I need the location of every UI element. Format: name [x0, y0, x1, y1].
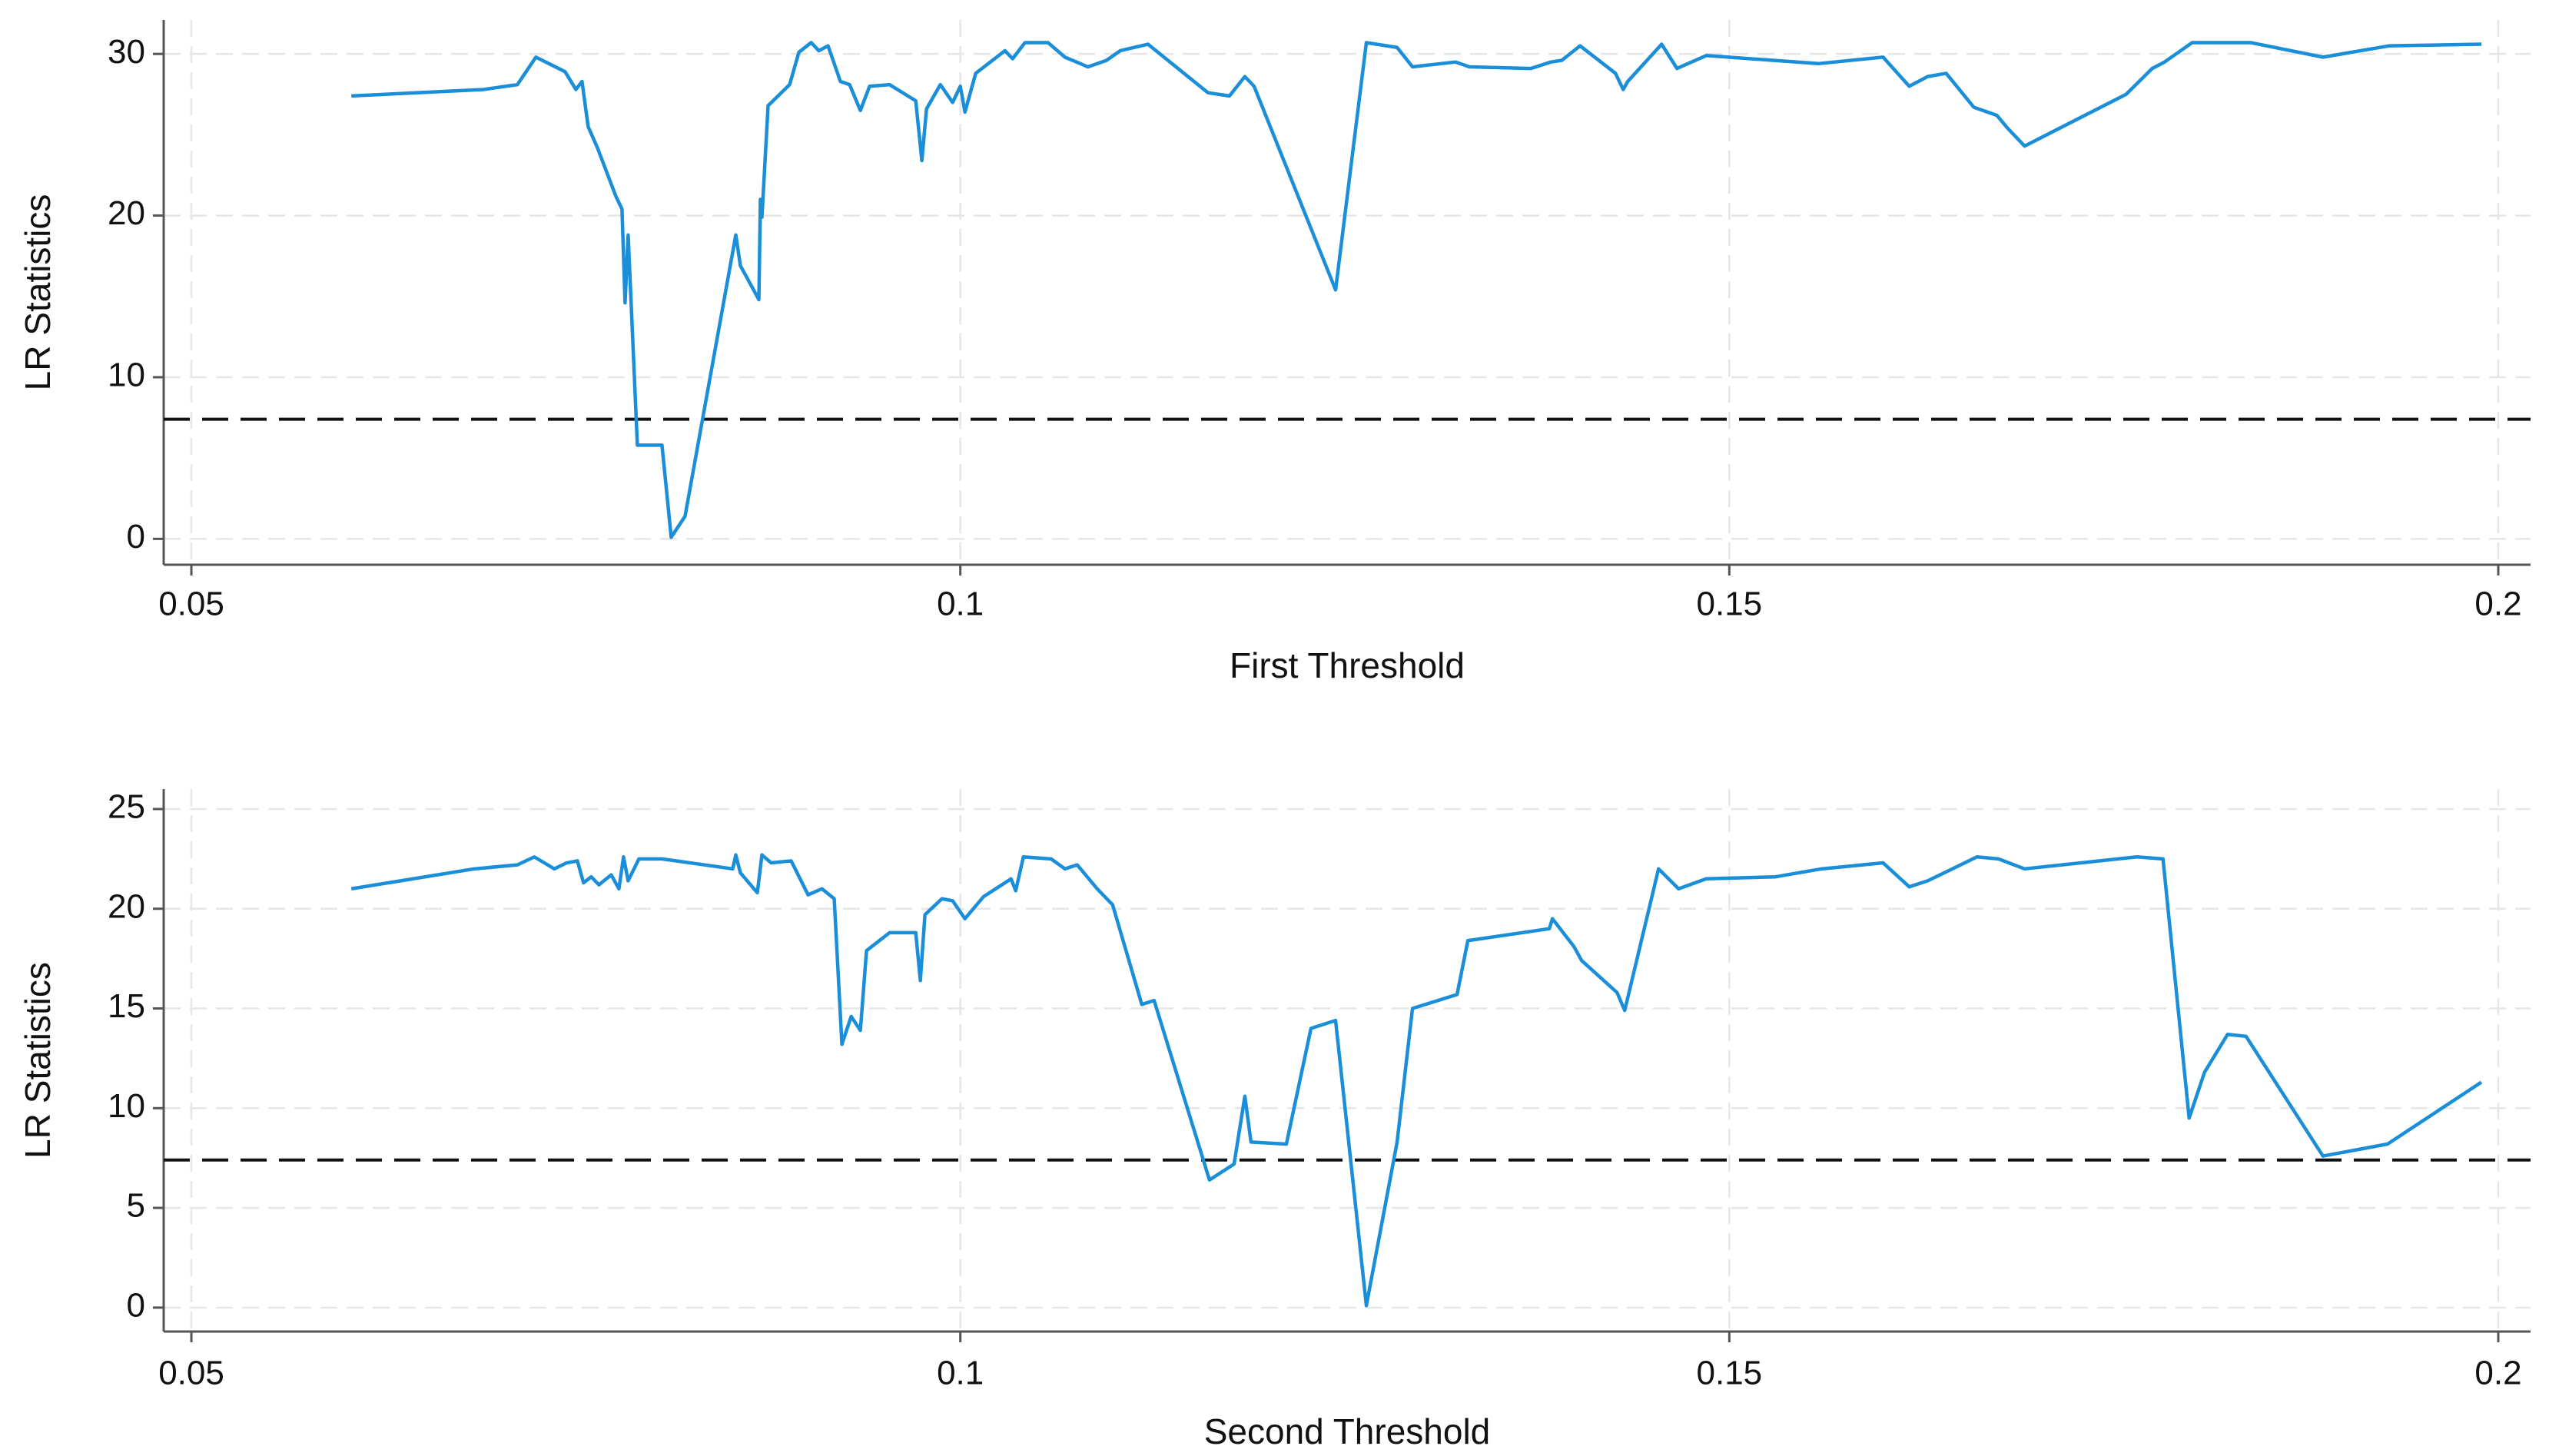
- y-tick-label: 15: [108, 987, 145, 1025]
- y-tick-label: 30: [108, 33, 145, 71]
- y-axis-title: LR Statistics: [18, 194, 58, 391]
- y-tick-label: 25: [108, 788, 145, 826]
- x-tick-label: 0.15: [1697, 1355, 1763, 1392]
- y-tick-label: 10: [108, 1087, 145, 1125]
- y-tick-label: 20: [108, 887, 145, 925]
- x-tick-label: 0.1: [937, 585, 984, 623]
- x-tick-label: 0.15: [1697, 585, 1763, 623]
- data-line: [350, 853, 2483, 1308]
- y-tick-label: 0: [127, 518, 145, 556]
- y-axis-title: LR Statistics: [18, 962, 58, 1159]
- x-tick-label: 0.05: [158, 585, 224, 623]
- y-tick-label: 0: [127, 1286, 145, 1324]
- x-tick-label: 0.2: [2474, 585, 2521, 623]
- y-tick-label: 10: [108, 357, 145, 394]
- x-tick-label: 0.05: [158, 1355, 224, 1392]
- data-line: [351, 41, 2481, 539]
- y-tick-label: 5: [127, 1187, 145, 1225]
- x-axis-title: First Threshold: [1230, 645, 1465, 685]
- x-tick-label: 0.1: [937, 1355, 984, 1392]
- x-axis-title: Second Threshold: [1204, 1411, 1491, 1451]
- x-tick-label: 0.2: [2474, 1355, 2521, 1392]
- y-tick-label: 20: [108, 194, 145, 232]
